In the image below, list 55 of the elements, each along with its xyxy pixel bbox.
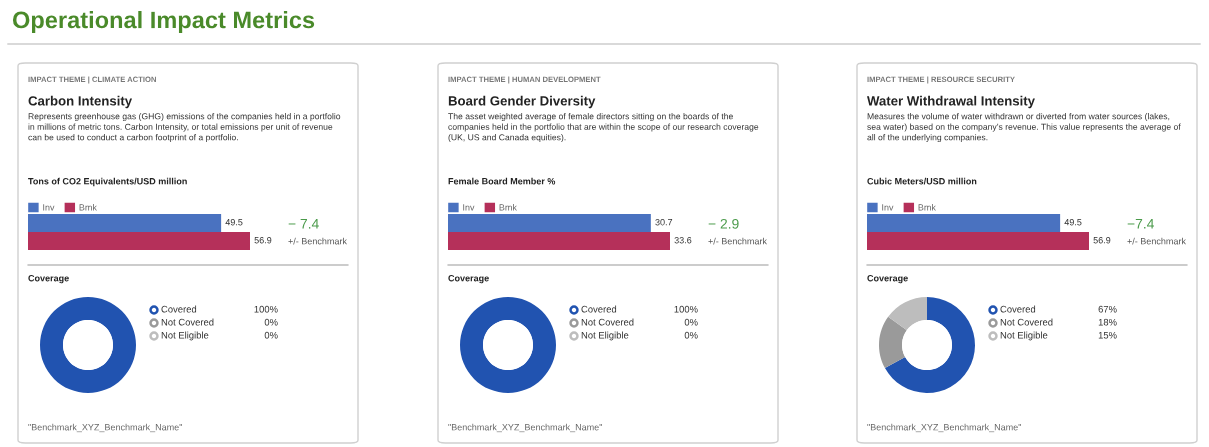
data-label: 49.5 xyxy=(225,219,243,226)
legend-label: Not Eligible xyxy=(581,331,629,341)
legend-label: Bmk xyxy=(499,203,517,211)
data-label: 18% xyxy=(1098,318,1117,326)
text: 0% xyxy=(684,331,698,339)
legend-label: Covered xyxy=(161,305,197,313)
chart-title: Water Withdrawal Intensity xyxy=(867,95,1035,109)
data-label: 67% xyxy=(1098,305,1117,313)
text: "Benchmark_XYZ_Benchmark_Name" xyxy=(448,423,603,433)
chart-title: Carbon Intensity xyxy=(28,95,133,109)
text: +/- Benchmark xyxy=(288,237,347,245)
legend-label: Not Covered xyxy=(1000,318,1053,326)
text: − 2.9 xyxy=(708,218,739,229)
chart-title: Coverage xyxy=(448,274,489,284)
legend-label: Inv xyxy=(882,204,894,211)
chart-title: Coverage xyxy=(28,274,69,284)
text: +/- Benchmark xyxy=(1127,237,1186,245)
text: 0% xyxy=(684,318,698,326)
legend-label: Bmk xyxy=(79,203,97,211)
chart-title: Board Gender Diversity xyxy=(448,95,596,109)
chart-title: Coverage xyxy=(867,274,908,284)
legend-label: Not Covered xyxy=(161,318,214,326)
text: Tons of CO2 Equivalents/USD million xyxy=(28,177,187,187)
text: Female Board Member % xyxy=(448,177,556,185)
data-label: 100% xyxy=(674,305,698,313)
text: "Benchmark_XYZ_Benchmark_Name" xyxy=(28,423,183,433)
donut-slice xyxy=(879,316,907,369)
legend-label: Inv xyxy=(463,204,475,211)
text: 0% xyxy=(264,331,278,339)
text: − 7.4 xyxy=(288,219,319,229)
legend-label: Bmk xyxy=(918,203,936,211)
text: +/- Benchmark xyxy=(708,237,767,245)
data-label: 56.9 xyxy=(254,237,272,244)
text: Represents greenhouse gas (GHG) emissions of the companies held in a portfolio in millions of metric tons. Carbon Intensity, or total emissions per unit of revenue can be used to conduct a carbon footprint of a portfolio. xyxy=(28,113,341,143)
legend-label: Covered xyxy=(581,305,617,313)
data-label: 15% xyxy=(1098,331,1117,339)
data-label: 56.9 xyxy=(1093,237,1111,244)
text: −7.4 xyxy=(1127,219,1155,229)
text: 0% xyxy=(264,318,278,326)
text: The asset weighted average of female directors sitting on the boards of the companies held in the portfolio that are within the scope of our research coverage (UK, US and Canada equities). xyxy=(448,113,759,143)
text: Measures the volume of water withdrawn or diverted from water sources (lakes, sea water) based on the company’s revenue. This value represents the average of all of the underlying companies. xyxy=(867,113,1181,143)
legend-label: Covered xyxy=(1000,305,1036,313)
data-label: 49.5 xyxy=(1064,219,1082,226)
donut-slice xyxy=(888,297,927,331)
data-label: 100% xyxy=(254,305,278,313)
text: Cubic Meters/USD million xyxy=(867,177,977,185)
legend-label: Not Eligible xyxy=(161,331,209,341)
data-label: 33.6 xyxy=(674,237,692,244)
legend-label: Inv xyxy=(43,204,55,211)
legend-label: Not Covered xyxy=(581,318,634,326)
data-label: 30.7 xyxy=(655,219,673,226)
donut-slice xyxy=(884,297,975,393)
text: "Benchmark_XYZ_Benchmark_Name" xyxy=(867,423,1022,433)
legend-label: Not Eligible xyxy=(1000,331,1048,341)
text: Operational Impact Metrics xyxy=(12,11,315,33)
